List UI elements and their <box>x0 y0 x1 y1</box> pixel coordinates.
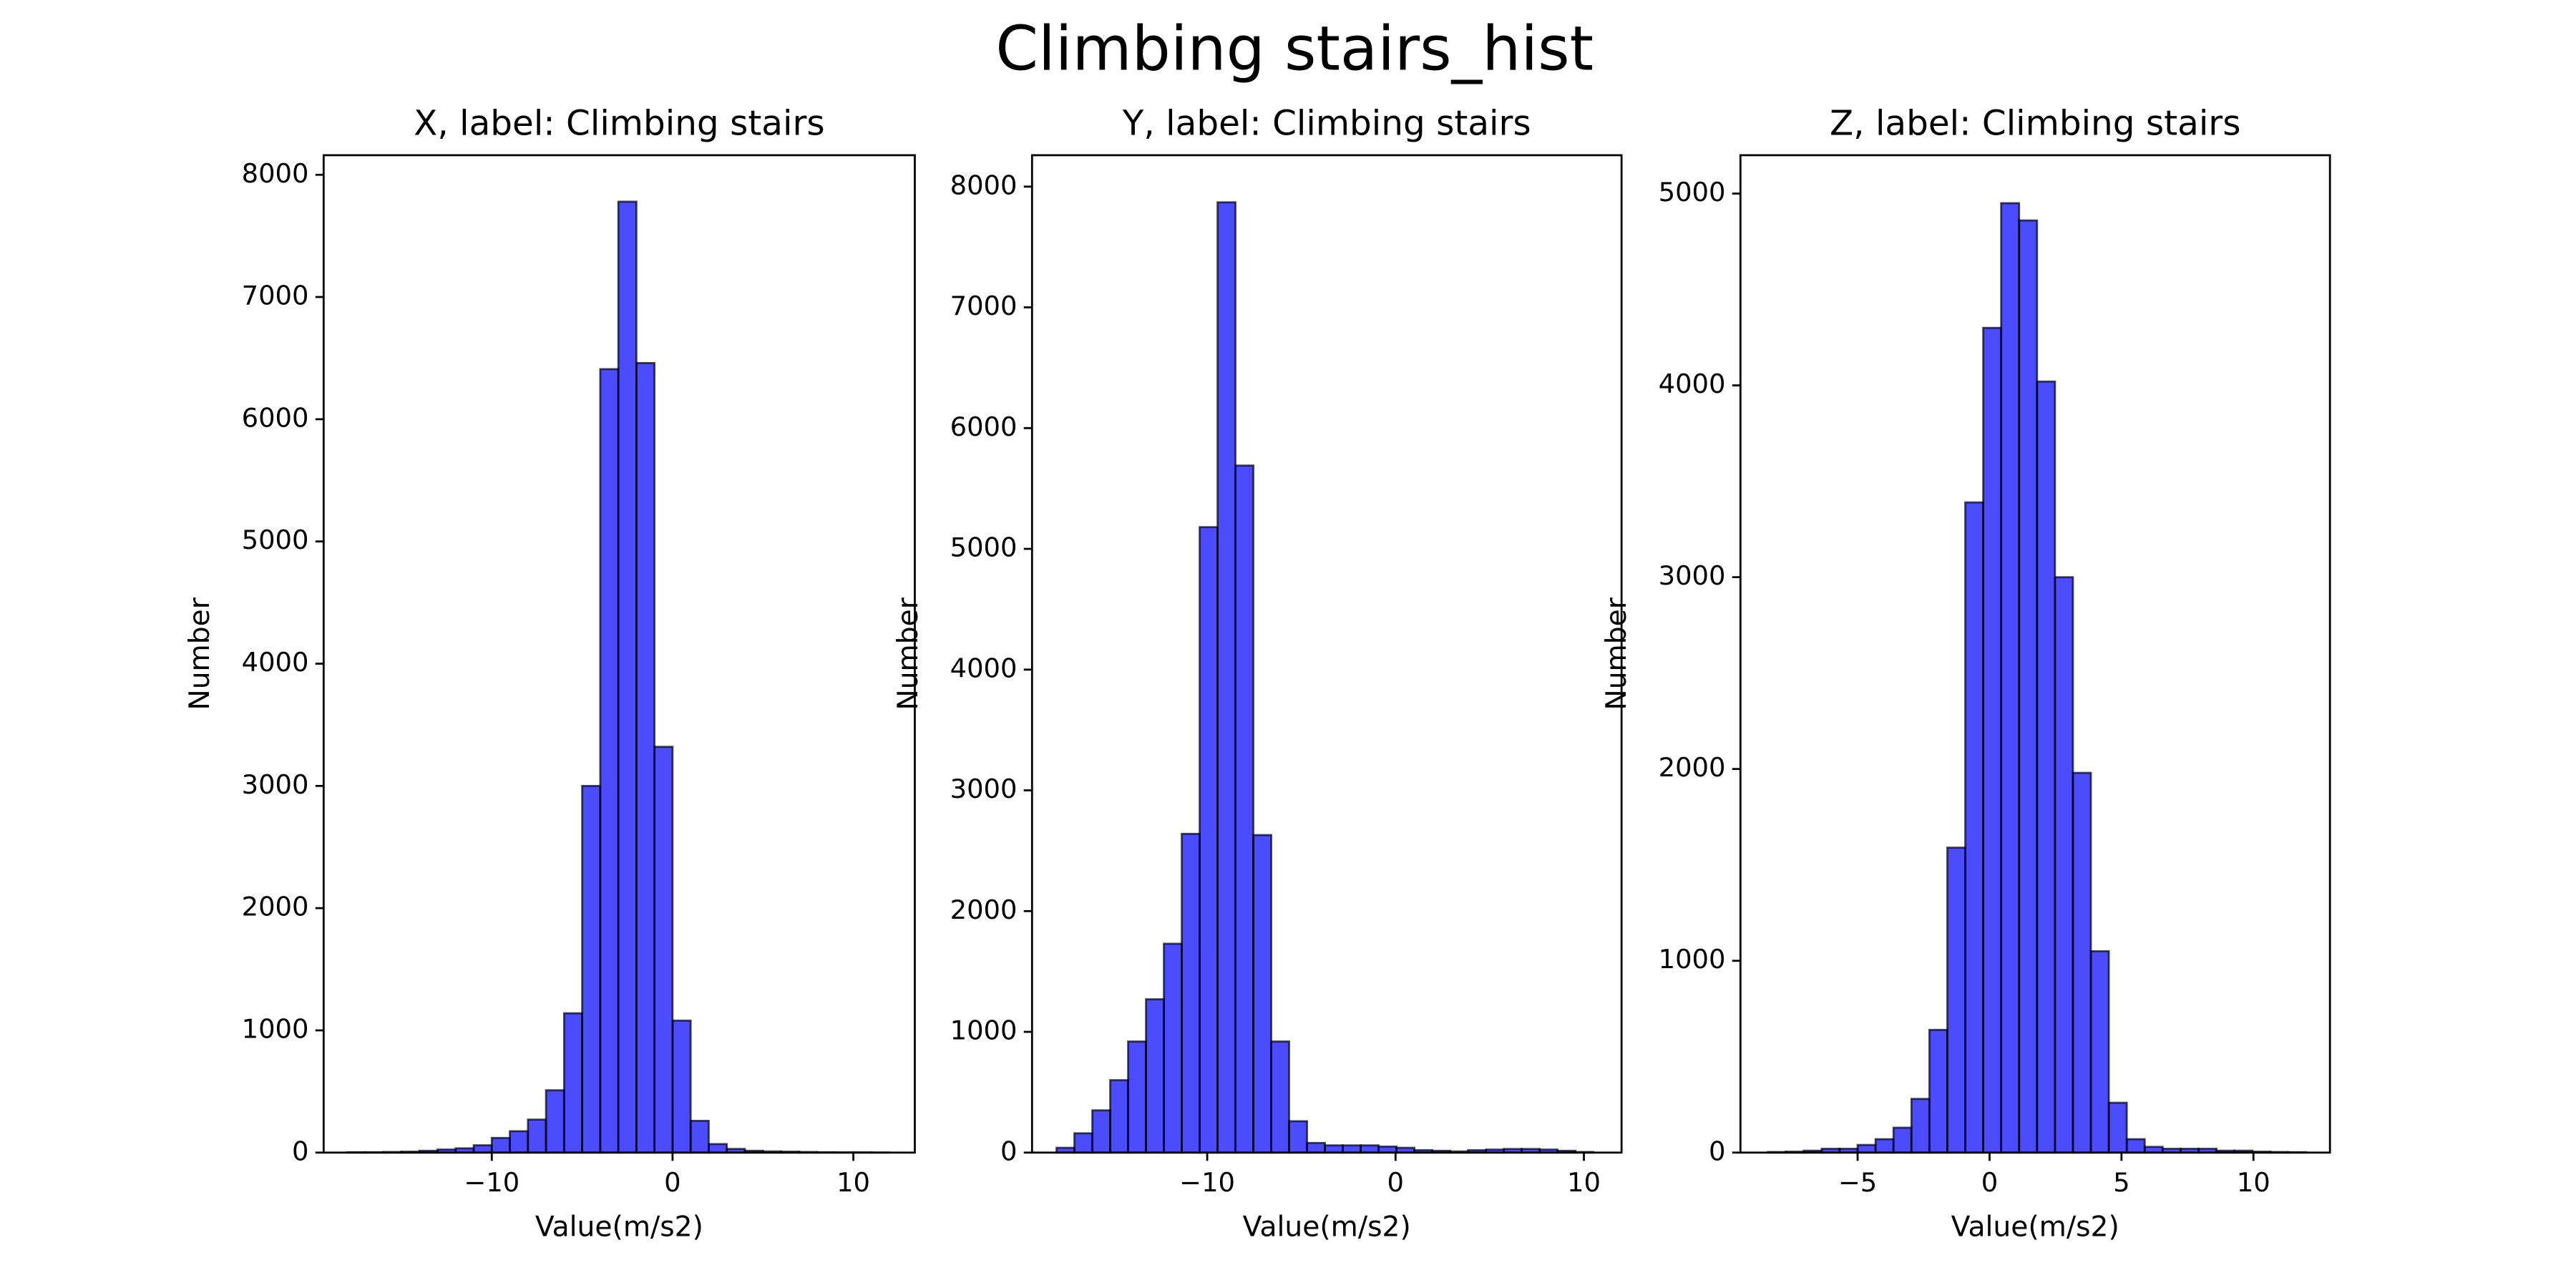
bar <box>1163 942 1183 1154</box>
axes-frame <box>322 154 916 1154</box>
figure-title: Climbing stairs_hist <box>995 14 1594 84</box>
bar <box>1073 1132 1093 1154</box>
x-axis-label: Value(m/s2) <box>1951 1211 2119 1243</box>
bar <box>2125 1138 2146 1154</box>
bar <box>2036 380 2057 1154</box>
bar <box>2000 202 2021 1154</box>
y-tick-label: 5000 <box>950 532 1018 563</box>
bar <box>2054 576 2074 1154</box>
x-tick-label: 0 <box>1387 1167 1404 1198</box>
y-tick-label: 4000 <box>1659 369 1726 399</box>
x-tick-label: 0 <box>1981 1167 1998 1198</box>
bar <box>1874 1138 1895 1154</box>
y-tick-label: 3000 <box>1659 560 1726 591</box>
y-tick-label: 0 <box>1000 1136 1017 1166</box>
x-tick-label: −5 <box>1838 1167 1877 1198</box>
axes-frame <box>1739 154 2331 1154</box>
bar <box>1982 326 2003 1154</box>
bar <box>708 1143 728 1154</box>
y-axis-label: Number <box>184 597 216 710</box>
y-tick-label: 2000 <box>242 892 309 922</box>
bar <box>1199 526 1219 1154</box>
bar <box>599 368 620 1154</box>
y-tick-label: 1000 <box>1659 944 1726 975</box>
bar <box>1324 1144 1344 1154</box>
subplot-title: X, label: Climbing stairs <box>414 103 825 143</box>
y-tick-label: 1000 <box>950 1015 1018 1046</box>
x-axis-label: Value(m/s2) <box>535 1211 703 1243</box>
bar <box>1946 847 1966 1154</box>
y-tick-label: 8000 <box>950 170 1018 200</box>
bar <box>1856 1143 1877 1154</box>
bar <box>2072 771 2092 1154</box>
x-tick-label: 10 <box>836 1167 870 1198</box>
bar <box>1181 832 1201 1154</box>
bar <box>1288 1120 1308 1154</box>
subplot-title: Y, label: Climbing stairs <box>1122 103 1531 143</box>
y-tick-label: 6000 <box>242 402 309 433</box>
bar <box>509 1130 530 1154</box>
bar <box>653 746 674 1154</box>
bar <box>1216 201 1236 1154</box>
y-tick-label: 5000 <box>242 525 309 555</box>
y-tick-label: 2000 <box>1659 752 1726 783</box>
y-tick-label: 0 <box>292 1136 308 1166</box>
x-axis-label: Value(m/s2) <box>1243 1211 1411 1243</box>
x-tick-label: 0 <box>664 1167 680 1198</box>
y-tick-label: 6000 <box>950 411 1018 442</box>
bar <box>1091 1109 1111 1154</box>
bar <box>581 784 602 1154</box>
y-tick-label: 1000 <box>242 1013 309 1044</box>
bar <box>1342 1144 1362 1154</box>
bar <box>671 1019 692 1154</box>
bar <box>1964 501 1984 1154</box>
y-tick-label: 7000 <box>950 291 1018 321</box>
bar <box>562 1012 583 1154</box>
bar <box>1270 1040 1290 1154</box>
bar <box>1145 998 1165 1154</box>
bar <box>1234 464 1254 1154</box>
bar <box>1928 1028 1948 1154</box>
bar <box>490 1136 511 1154</box>
bar <box>1109 1079 1129 1154</box>
bar <box>1306 1141 1326 1154</box>
bar <box>472 1144 493 1154</box>
x-tick-label: 5 <box>2113 1167 2129 1198</box>
y-tick-label: 3000 <box>950 774 1018 804</box>
bar <box>2089 950 2110 1154</box>
bar <box>1252 834 1272 1154</box>
bar <box>1892 1126 1913 1154</box>
x-tick-label: −10 <box>464 1167 519 1198</box>
bar <box>545 1089 565 1154</box>
x-tick-label: −10 <box>1179 1167 1235 1198</box>
subplot-title: Z, label: Climbing stairs <box>1830 103 2241 143</box>
x-tick-label: 10 <box>2237 1167 2270 1198</box>
bar <box>689 1119 710 1154</box>
y-tick-label: 3000 <box>242 769 309 800</box>
bar <box>1360 1144 1380 1154</box>
axes-frame <box>1030 154 1623 1154</box>
y-tick-label: 2000 <box>950 894 1018 925</box>
bar <box>1910 1098 1931 1154</box>
y-tick-label: 7000 <box>242 280 309 311</box>
bar <box>635 361 656 1154</box>
y-tick-label: 4000 <box>242 647 309 678</box>
bar <box>2107 1101 2128 1154</box>
bar <box>1127 1040 1147 1154</box>
bar <box>527 1118 547 1154</box>
y-tick-label: 0 <box>1709 1136 1725 1166</box>
y-tick-label: 5000 <box>1659 177 1726 208</box>
bar <box>617 200 638 1154</box>
y-axis-label: Number <box>892 597 924 710</box>
x-tick-label: 10 <box>1567 1167 1601 1198</box>
y-tick-label: 8000 <box>242 158 309 189</box>
y-tick-label: 4000 <box>950 653 1018 683</box>
bar <box>2018 219 2039 1154</box>
y-axis-label: Number <box>1601 597 1633 710</box>
